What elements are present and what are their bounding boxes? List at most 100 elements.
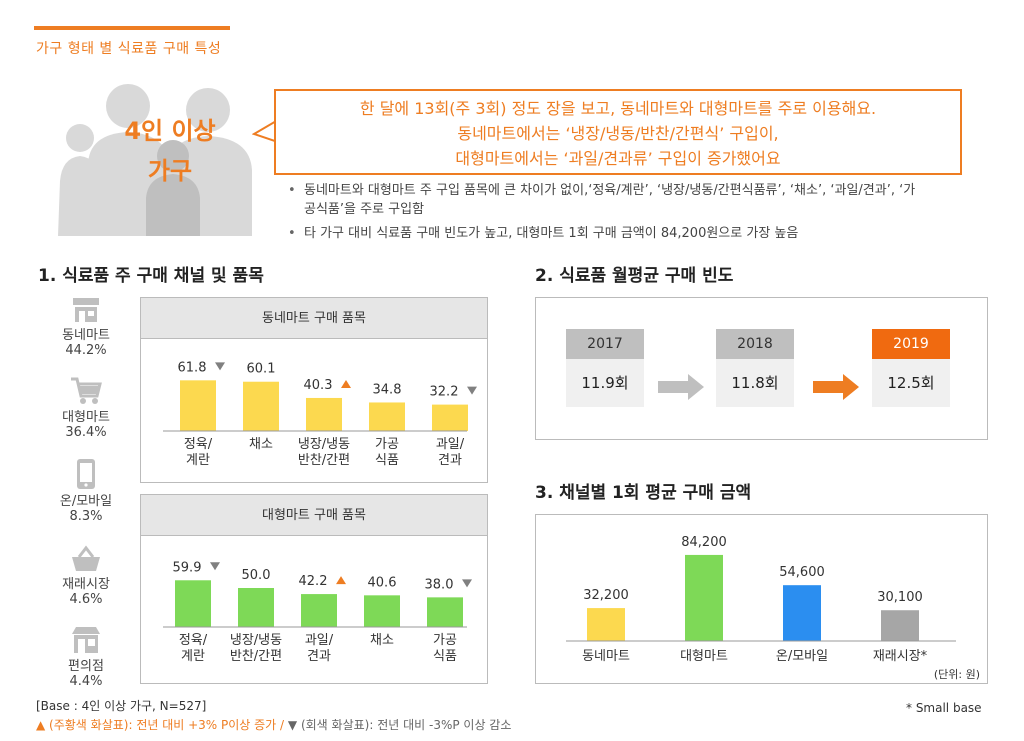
channel-name: 온/모바일 (59, 494, 113, 509)
section3-title: 3. 채널별 1회 평균 구매 금액 (535, 483, 752, 503)
household-label-line1: 4인 이상 (124, 117, 216, 145)
data-label-0: 59.9 (173, 560, 202, 575)
store-icon (73, 298, 99, 322)
basket-icon (72, 545, 100, 571)
purchase-frequency-box: 2017 11.9회 2018 11.8회 2019 12.5회 (535, 297, 988, 440)
summary-bullet-1: 동네마트와 대형마트 주 구입 품목에 큰 차이가 없이,‘정육/계란’, ‘냉… (286, 181, 926, 219)
cart-icon (71, 377, 102, 404)
category-label-1: 냉장/냉동 반찬/간편 (230, 633, 282, 664)
headline-line-3: 대형마트에서는 ‘과일/견과류’ 구입이 증가했어요 (455, 149, 781, 168)
local-mart-items-panel: 동네마트 구매 품목 61.8 정육/계란 60.1 채소 40.3 냉장/냉동 반찬/간편… (140, 297, 488, 483)
channel-hypermarket: 대형마트 36.4% (46, 376, 126, 440)
category-label-0: 동네마트 (582, 649, 630, 664)
bar-3 (364, 595, 400, 627)
category-label-4: 가공 식품 (433, 633, 457, 664)
bar-0 (175, 580, 211, 627)
speech-bubble-tail (252, 119, 278, 143)
bar-2 (783, 585, 821, 641)
triangle-down-icon (467, 386, 477, 395)
channel-share: 44.2% (65, 343, 107, 358)
data-label-2: 54,600 (779, 565, 825, 580)
triangle-up-icon (341, 379, 351, 388)
triangle-down-icon (215, 362, 225, 371)
category-label-0: 정육/계란 (184, 437, 213, 468)
bar-1 (243, 381, 279, 431)
data-label-3: 34.8 (373, 382, 402, 397)
channel-online-mobile: 온/모바일 8.3% (46, 458, 126, 524)
local-mart-panel-title: 동네마트 구매 품목 (141, 298, 487, 339)
bar-3 (369, 402, 405, 431)
year-2018-value: 11.8회 (716, 359, 794, 407)
data-label-1: 60.1 (247, 362, 276, 377)
channel-name: 재래시장 (62, 577, 110, 592)
phone-icon (77, 459, 95, 489)
arrow-right-orange-icon (813, 374, 859, 400)
data-label-2: 40.3 (304, 378, 333, 393)
summary-bullet-2: 타 가구 대비 식료품 구매 빈도가 높고, 대형마트 1회 구매 금액이 84… (286, 224, 926, 243)
channel-name: 동네마트 (62, 328, 110, 343)
channel-name: 대형마트 (62, 410, 110, 425)
channel-name: 편의점 (68, 659, 104, 674)
category-label-2: 과일/견과 (305, 633, 334, 664)
category-label-2: 냉장/냉동 반찬/간편 (298, 437, 350, 468)
section2-title: 2. 식료품 월평균 구매 빈도 (535, 266, 734, 286)
data-label-3: 30,100 (877, 590, 923, 605)
avg-purchase-amount-box: 32,200 동네마트 84,200 대형마트 54,600 온/모바일 30,100 재래시… (535, 514, 988, 684)
base-note: [Base : 4인 이상 가구, N=527] (36, 699, 207, 713)
bar-2 (301, 594, 337, 627)
bar-2 (306, 397, 342, 431)
family-silhouette-icon (58, 84, 252, 236)
household-type-label: 4인 이상 가구 (100, 112, 240, 191)
summary-bullets: 동네마트와 대형마트 주 구입 품목에 큰 차이가 없이,‘정육/계란’, ‘냉… (286, 181, 926, 248)
local-mart-items-chart: 61.8 정육/계란 60.1 채소 40.3 냉장/냉동 반찬/간편 34.8 가공 식품 32.… (163, 360, 477, 468)
category-label-1: 대형마트 (680, 649, 728, 664)
bar-0 (587, 608, 625, 641)
data-label-3: 40.6 (368, 575, 397, 590)
headline-line-2: 동네마트에서는 ‘냉장/냉동/반찬/간편식’ 구입이, (457, 124, 779, 143)
bar-1 (685, 554, 723, 641)
section1-title: 1. 식료품 주 구매 채널 및 품목 (38, 266, 264, 286)
headline-speech-bubble: 한 달에 13회(주 3회) 정도 장을 보고, 동네마트와 대형마트를 주로 … (274, 89, 962, 175)
year-2019-label: 2019 (872, 329, 950, 359)
triangle-up-icon (336, 576, 346, 585)
bar-3 (881, 610, 919, 641)
hypermarket-panel-title: 대형마트 구매 품목 (141, 495, 487, 536)
bar-4 (432, 404, 468, 431)
page-title: 가구 형태 별 식료품 구매 특성 (36, 41, 222, 57)
triangle-down-icon (462, 579, 472, 588)
data-label-1: 50.0 (242, 568, 271, 583)
category-label-0: 정육/계란 (179, 633, 208, 664)
data-label-4: 38.0 (425, 577, 454, 592)
channel-share: 36.4% (65, 425, 107, 440)
channel-share: 4.6% (69, 592, 103, 607)
category-label-3: 재래시장* (873, 649, 928, 664)
unit-note: (단위: 원) (934, 668, 980, 681)
hypermarket-items-panel: 대형마트 구매 품목 59.9 정육/계란 50.0 냉장/냉동 반찬/간편 42.2 과일… (140, 494, 488, 684)
shop-icon (72, 627, 100, 653)
data-label-0: 32,200 (583, 588, 629, 603)
data-label-1: 84,200 (681, 535, 727, 550)
channel-local-mart: 동네마트 44.2% (46, 296, 126, 358)
arrow-right-grey-icon (658, 374, 704, 400)
data-label-0: 61.8 (178, 360, 207, 375)
title-accent-bar (34, 26, 230, 30)
legend-note: ▲ (주황색 화살표): 전년 대비 +3% P이상 증가 / ▼ (회색 화살… (36, 716, 511, 733)
legend-up: ▲ (주황색 화살표): 전년 대비 +3% P이상 증가 / (36, 718, 285, 732)
year-2019-value: 12.5회 (872, 359, 950, 407)
legend-down: ▼ (회색 화살표): 전년 대비 -3%P 이상 감소 (287, 718, 512, 732)
bar-1 (238, 588, 274, 627)
year-2017-label: 2017 (566, 329, 644, 359)
hypermarket-items-chart: 59.9 정육/계란 50.0 냉장/냉동 반찬/간편 42.2 과일/견과 40.6 채소 38… (163, 560, 472, 664)
small-base-note: * Small base (906, 701, 982, 715)
year-2017-value: 11.9회 (566, 359, 644, 407)
data-label-2: 42.2 (299, 574, 328, 589)
category-label-2: 온/모바일 (776, 649, 828, 664)
category-label-3: 가공 식품 (375, 437, 399, 468)
channel-share: 8.3% (69, 509, 103, 524)
bar-4 (427, 597, 463, 627)
channel-convenience-store: 편의점 4.4% (46, 625, 126, 689)
headline-line-1: 한 달에 13회(주 3회) 정도 장을 보고, 동네마트와 대형마트를 주로 … (359, 99, 877, 118)
channel-traditional-market: 재래시장 4.6% (46, 545, 126, 607)
data-label-4: 32.2 (430, 385, 459, 400)
category-label-1: 채소 (249, 437, 273, 452)
